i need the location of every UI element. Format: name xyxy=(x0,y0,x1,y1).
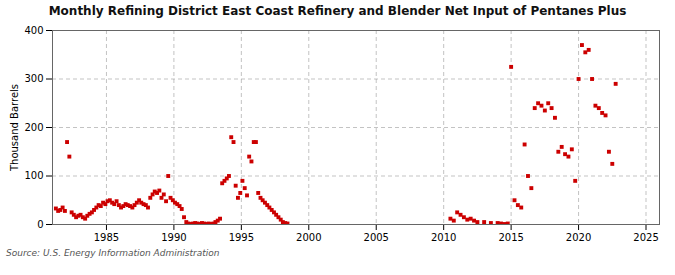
svg-text:Thousand Barrels: Thousand Barrels xyxy=(9,84,20,172)
svg-text:0: 0 xyxy=(37,219,43,230)
svg-text:400: 400 xyxy=(24,25,43,36)
svg-text:1985: 1985 xyxy=(94,232,119,243)
svg-text:1995: 1995 xyxy=(229,232,254,243)
svg-text:2020: 2020 xyxy=(566,232,591,243)
svg-text:1990: 1990 xyxy=(161,232,186,243)
svg-text:200: 200 xyxy=(24,122,43,133)
svg-text:2000: 2000 xyxy=(296,232,321,243)
svg-text:300: 300 xyxy=(24,73,43,84)
svg-text:2005: 2005 xyxy=(364,232,389,243)
svg-text:2025: 2025 xyxy=(633,232,658,243)
html-text:Source: U.S. Energy Informatio: Source: U.S. Energy Information Administ… xyxy=(6,248,220,258)
svg-text:2010: 2010 xyxy=(431,232,456,243)
svg-text:100: 100 xyxy=(24,170,43,181)
html-text:Monthly Refining District East: Monthly Refining District East Coast Ref… xyxy=(48,4,627,18)
svg-text:2015: 2015 xyxy=(498,232,523,243)
